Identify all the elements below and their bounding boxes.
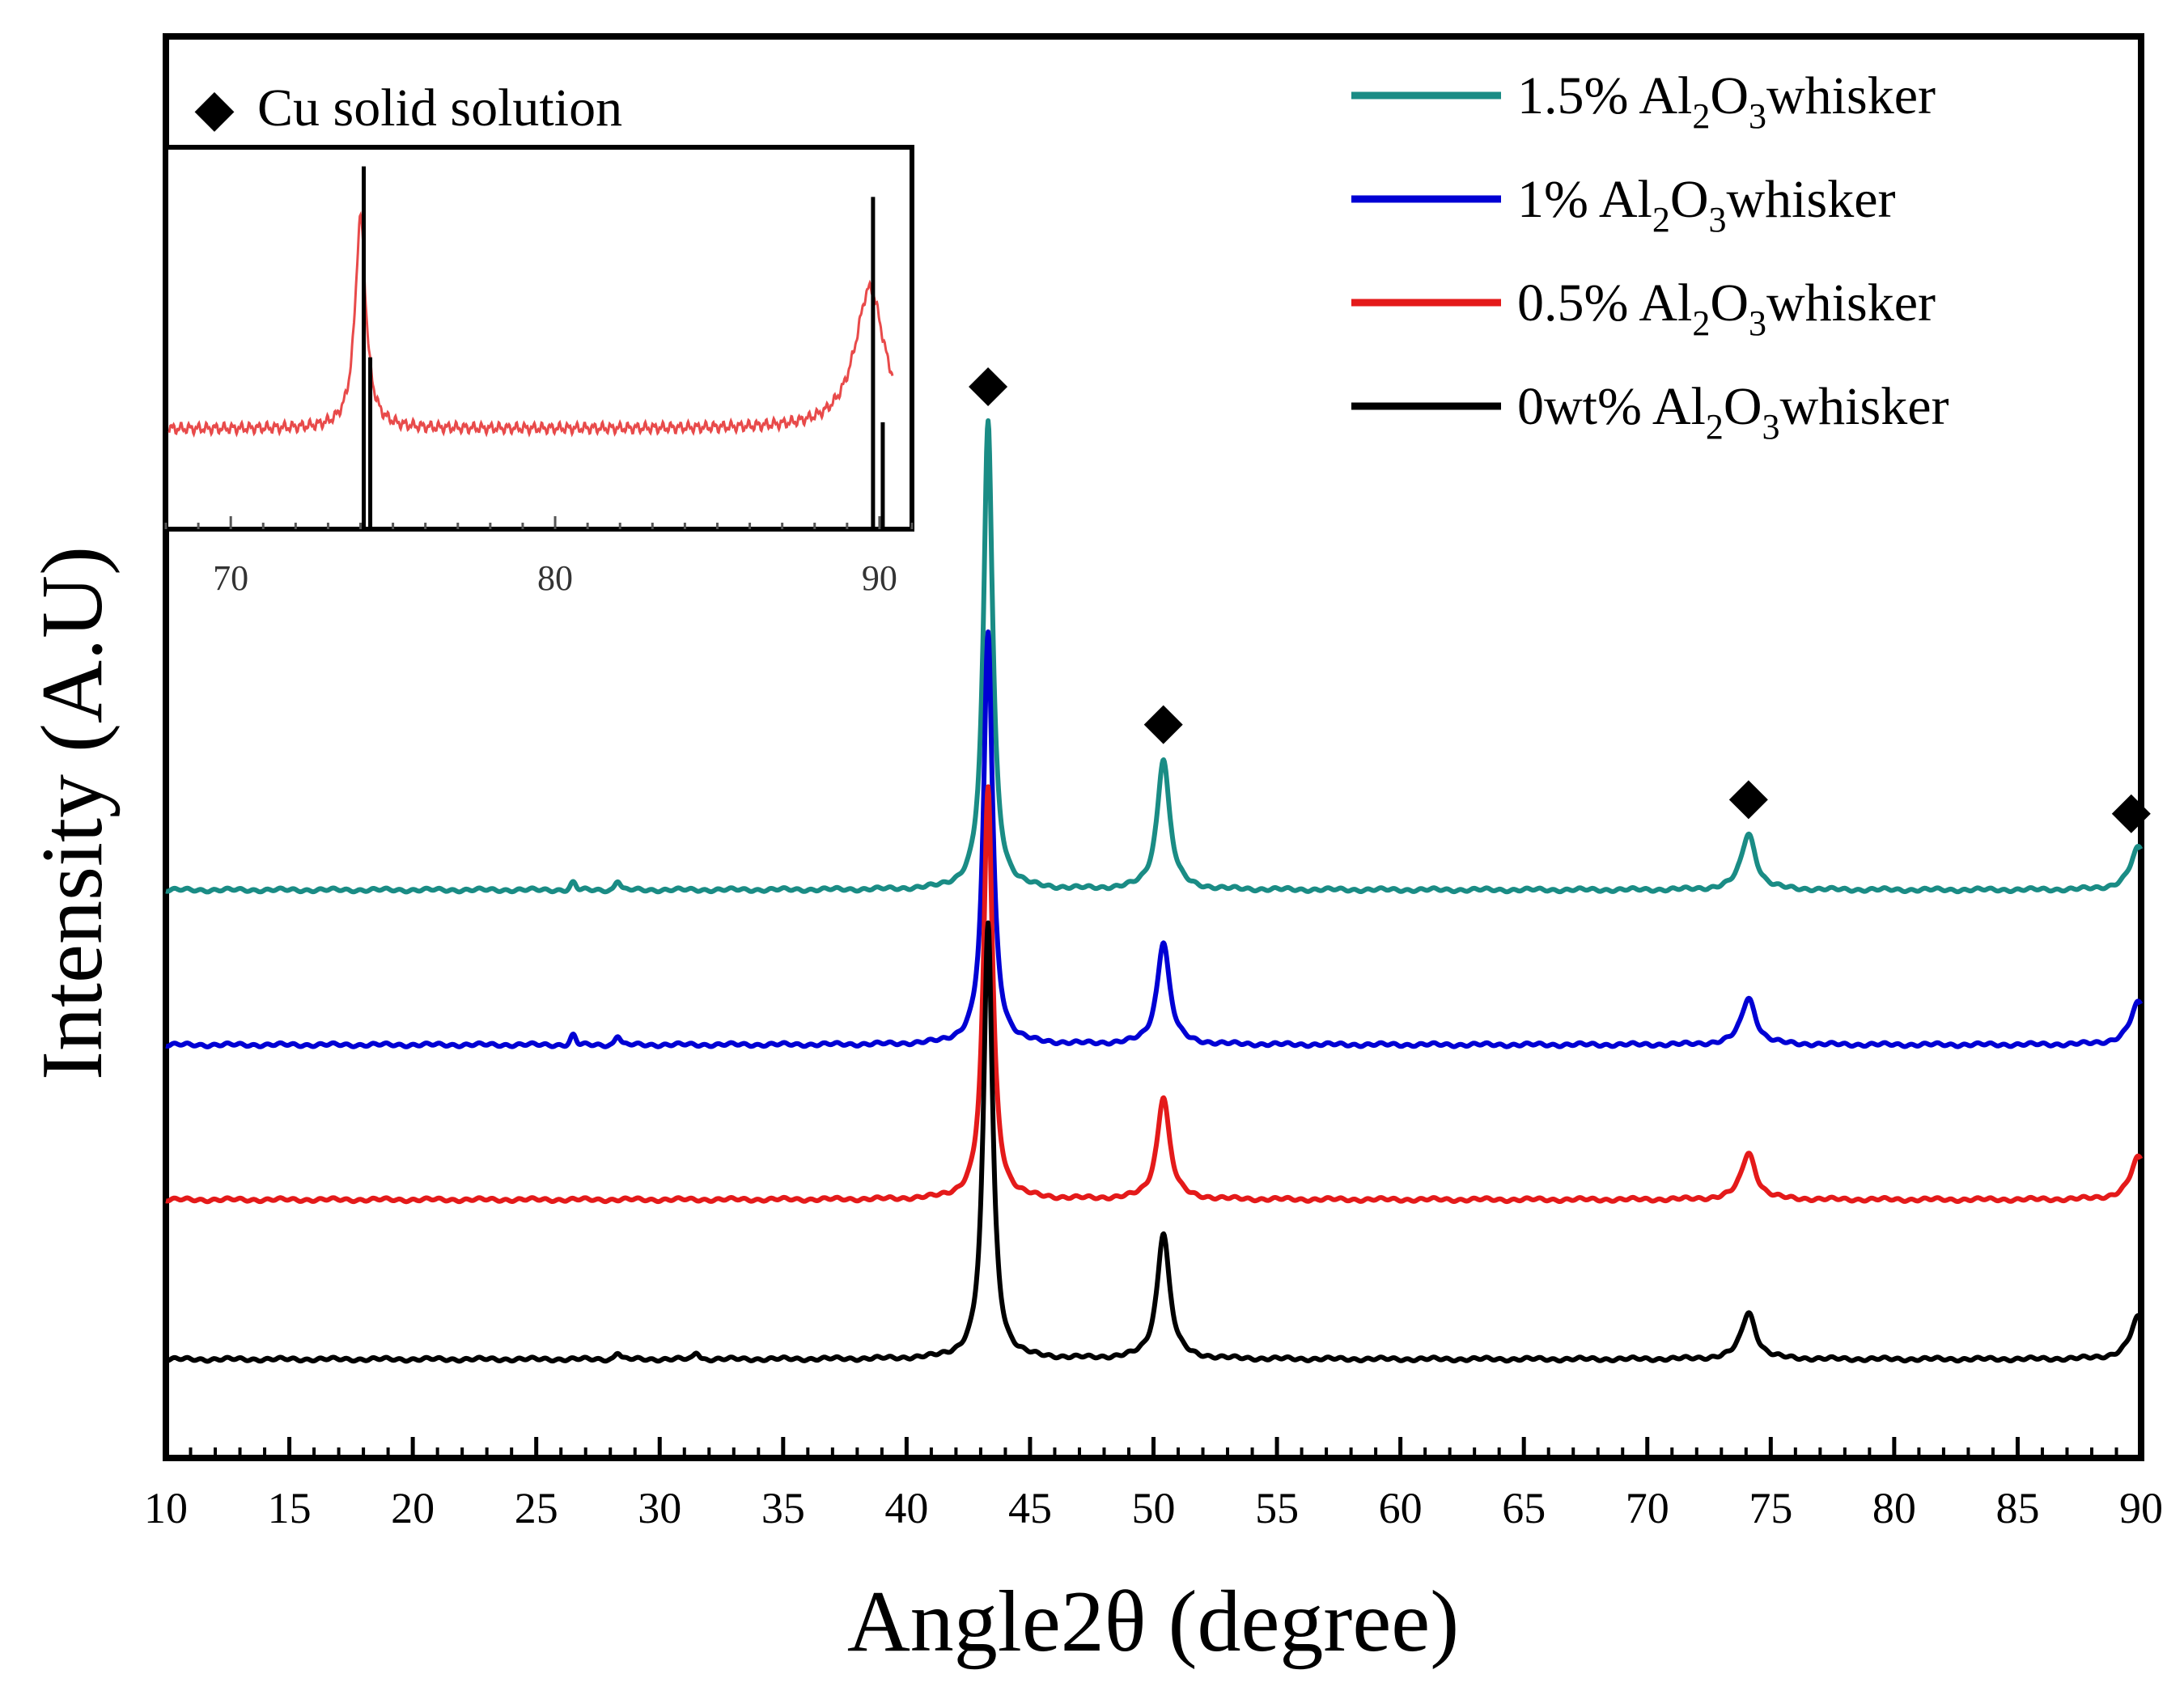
x-tick-label: 70	[1626, 1484, 1669, 1532]
x-tick-label: 35	[761, 1484, 805, 1532]
x-tick-label: 30	[638, 1484, 681, 1532]
x-tick-label: 45	[1008, 1484, 1052, 1532]
peak-marker-diamond-icon	[2111, 794, 2151, 833]
x-tick-label: 85	[1995, 1484, 2039, 1532]
x-tick-label: 15	[268, 1484, 312, 1532]
legend-label-1: 1% Al2O3whisker	[1517, 170, 1895, 239]
annotation-diamond-icon: ◆	[194, 79, 235, 137]
x-tick-label: 10	[144, 1484, 188, 1532]
x-tick-label: 40	[884, 1484, 928, 1532]
x-axis-title: Angle2θ (degree)	[847, 1574, 1459, 1670]
inset-tick-label: 80	[537, 558, 573, 598]
legend-label-2: 0.5% Al2O3whisker	[1517, 273, 1936, 343]
y-axis-title: Intensity (A.U)	[24, 546, 121, 1080]
series-line-1	[163, 629, 2144, 1049]
peak-marker-diamond-icon	[1728, 780, 1768, 820]
x-tick-label: 80	[1872, 1484, 1916, 1532]
inset-layer: 70 80 90	[164, 166, 914, 598]
annotation: ◆ Cu solid solution	[194, 78, 622, 138]
series-line-2	[163, 784, 2144, 1205]
x-tick-label: 75	[1749, 1484, 1792, 1532]
legend-label-0: 1.5% Al2O3whisker	[1517, 66, 1936, 136]
x-tick-label: 60	[1379, 1484, 1423, 1532]
x-tick-label: 65	[1502, 1484, 1546, 1532]
x-tick-label: 25	[515, 1484, 558, 1532]
x-axis: 10 15 20 25 30 35 40 45 50 55 60 65 70 75 80 85 90	[144, 1437, 2163, 1532]
peak-marker-diamond-icon	[1143, 705, 1183, 744]
peak-marker-diamond-icon	[969, 367, 1008, 406]
inset-tick-label: 90	[862, 558, 897, 598]
x-tick-label: 90	[2119, 1484, 2163, 1532]
annotation-label: Cu solid solution	[257, 78, 622, 138]
x-tick-label: 50	[1132, 1484, 1176, 1532]
series-line-0	[163, 418, 2144, 895]
x-tick-label: 55	[1255, 1484, 1299, 1532]
inset-series-line	[168, 210, 894, 438]
inset-frame	[163, 145, 914, 532]
series-line-3	[163, 920, 2144, 1364]
inset-chart: 70 80 90	[163, 145, 914, 598]
peak-marker-layer	[969, 367, 2151, 833]
inset-tick-label: 70	[213, 558, 248, 598]
series-layer	[163, 418, 2144, 1364]
x-tick-label: 20	[391, 1484, 435, 1532]
legend: 1.5% Al2O3whisker 1% Al2O3whisker 0.5% Al2…	[1351, 66, 1949, 447]
legend-label-3: 0wt% Al2O3whisker	[1517, 377, 1949, 447]
